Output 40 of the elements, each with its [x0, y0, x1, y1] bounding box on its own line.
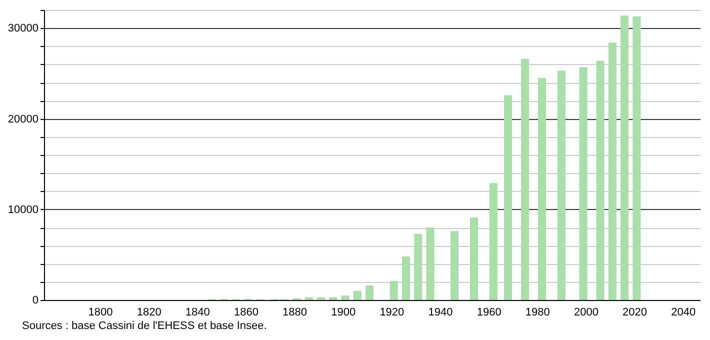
bar	[579, 67, 588, 300]
x-tick-label: 1800	[88, 306, 113, 318]
x-tick-label: 1940	[428, 306, 453, 318]
x-tick-label: 1980	[525, 306, 550, 318]
bar	[608, 42, 616, 300]
bar	[414, 234, 422, 300]
x-tick-label: 1820	[136, 306, 162, 318]
bar	[450, 231, 459, 300]
x-tick-label: 1840	[185, 306, 210, 318]
y-tick-label: 20000	[8, 113, 38, 126]
bar	[470, 218, 478, 300]
bar	[504, 95, 512, 300]
bar	[329, 297, 338, 300]
source-note: Sources : base Cassini de l'EHESS et base Insee.	[22, 320, 267, 332]
bar	[489, 183, 498, 300]
bar	[632, 16, 641, 300]
bar	[402, 256, 410, 300]
x-tick-label: 1860	[234, 306, 258, 318]
bar	[557, 70, 566, 300]
y-tick-label: 30000	[8, 22, 38, 35]
x-tick-label: 1920	[380, 306, 404, 318]
x-tick-label: 1880	[282, 306, 308, 318]
bar	[426, 228, 434, 300]
bar	[304, 297, 313, 300]
y-tick-label: 0	[32, 294, 38, 306]
y-tick-label: 10000	[8, 204, 38, 216]
bar	[341, 295, 350, 300]
x-tick-label: 1960	[476, 306, 502, 318]
bar	[366, 286, 374, 300]
x-tick-label: 2000	[574, 306, 598, 318]
bar	[596, 60, 604, 300]
x-tick-label: 1900	[331, 306, 356, 318]
bar	[317, 297, 325, 300]
x-tick-label: 2040	[671, 306, 696, 318]
bar	[538, 78, 546, 300]
bar	[521, 58, 529, 300]
bar	[390, 280, 398, 300]
bar	[353, 290, 362, 300]
x-tick-label: 2020	[622, 306, 648, 318]
bar	[620, 15, 629, 300]
